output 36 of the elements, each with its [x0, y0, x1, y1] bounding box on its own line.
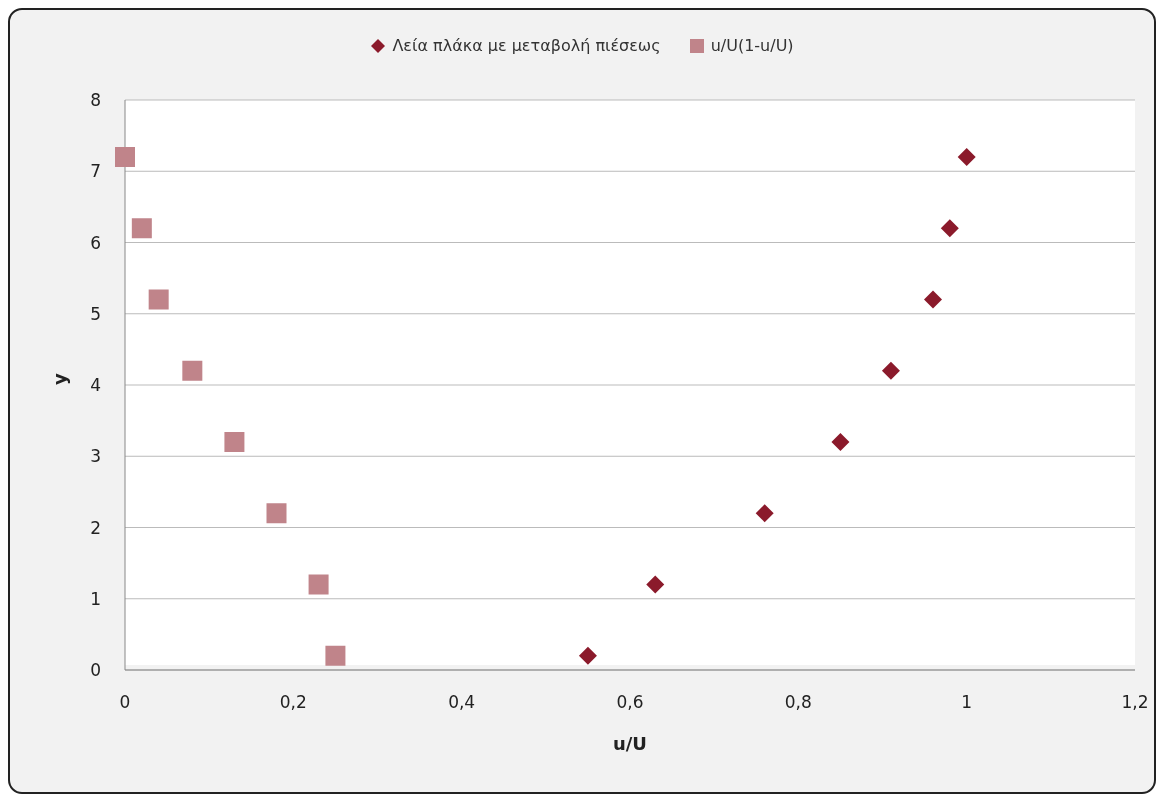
y-tick-label: 0	[90, 660, 101, 681]
x-tick-label: 0,8	[784, 692, 812, 713]
point	[646, 575, 665, 594]
point	[148, 289, 169, 310]
point	[308, 574, 329, 595]
point	[940, 219, 959, 238]
point	[831, 433, 850, 451]
x-tick-label: 0,6	[616, 692, 644, 713]
x-tick-label: 0	[119, 692, 131, 713]
point	[266, 503, 287, 524]
y-tick-label: 3	[90, 446, 101, 467]
y-axis-title: y	[49, 373, 71, 385]
x-tick-label: 1,2	[1121, 692, 1149, 713]
legend-label: Λεία πλάκα με μεταβολή πιέσεως	[391, 36, 661, 55]
point	[131, 218, 152, 239]
point	[325, 645, 346, 666]
y-tick-label: 5	[90, 303, 101, 324]
x-tick-label: 1	[961, 692, 973, 713]
point	[224, 432, 245, 452]
y-tick-label: 1	[90, 588, 101, 609]
y-tick-label: 7	[90, 161, 101, 182]
point	[115, 147, 135, 167]
x-axis-title: u/U	[612, 733, 648, 754]
y-tick-label: 4	[90, 375, 101, 396]
point	[578, 646, 597, 665]
legend-label: u/U(1-u/U)	[709, 36, 794, 55]
point	[881, 361, 900, 380]
point	[924, 290, 942, 309]
y-tick-label: 8	[90, 90, 101, 111]
x-tick-label: 0,4	[448, 692, 476, 713]
point	[182, 360, 203, 381]
x-tick-label: 0,2	[279, 692, 307, 713]
y-tick-label: 2	[90, 517, 101, 538]
point	[957, 148, 976, 166]
y-tick-label: 6	[90, 232, 101, 253]
point	[755, 504, 774, 523]
